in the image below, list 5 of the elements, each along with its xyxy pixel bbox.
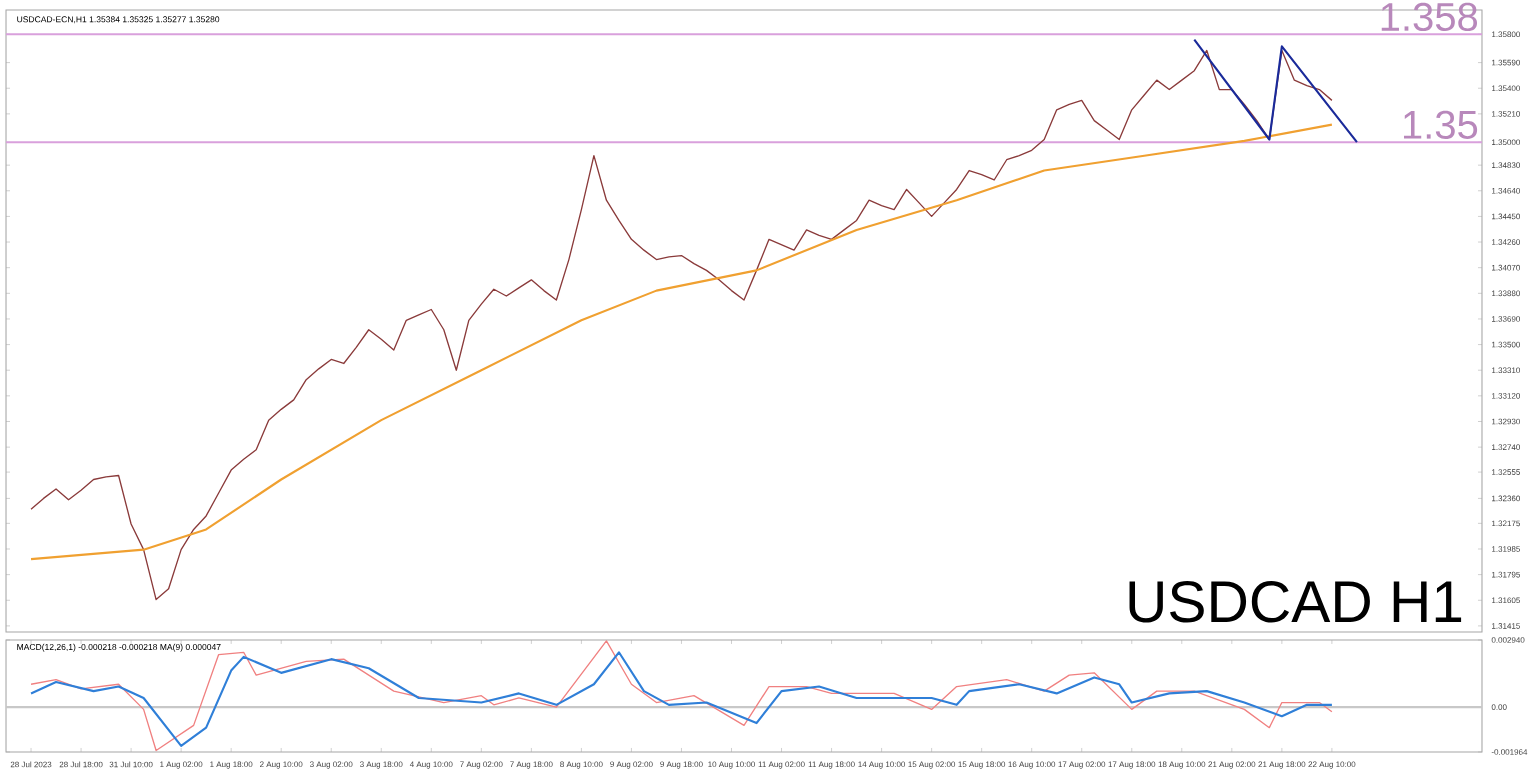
line-series — [29, 123, 1333, 561]
ref-line-label: 1.358 — [1381, 2, 1478, 32]
line-series — [1193, 38, 1358, 144]
ref-line-label: 1.35 — [1404, 110, 1478, 139]
annotation: USDCAD H1 — [1129, 581, 1462, 623]
